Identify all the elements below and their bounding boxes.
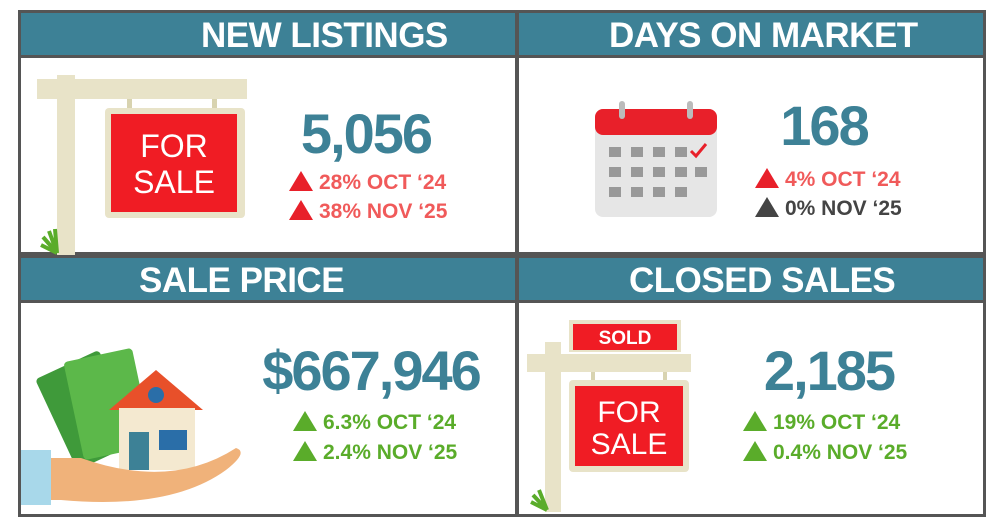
days-on-market-panel: DAYS ON MARKET 168 4% OCT ‘24 0% NOV ‘25 [516, 10, 986, 255]
panel-title: DAYS ON MARKET [519, 13, 983, 58]
change-nov: 0.4% NOV ‘25 [743, 438, 907, 468]
up-arrow-icon [755, 197, 779, 217]
svg-text:FOR: FOR [597, 396, 660, 429]
change-nov: 0% NOV ‘25 [755, 194, 902, 224]
change-text: 6.3% OCT ‘24 [323, 411, 457, 434]
change-text: 0.4% NOV ‘25 [773, 441, 908, 464]
panel-title: CLOSED SALES [519, 258, 983, 303]
change-oct: 6.3% OCT ‘24 [293, 408, 456, 438]
sale-price-panel: SALE PRICE $667,946 6.3% OCT ‘24 2.4% NO… [18, 255, 518, 517]
metric-value: $667,946 [262, 339, 482, 402]
change-text: 19% OCT ‘24 [773, 411, 901, 434]
up-arrow-icon [293, 411, 317, 431]
new-listings-panel: NEW LISTINGS FOR SALE 5,056 28% OCT ‘24 … [18, 10, 518, 255]
change-nov: 2.4% NOV ‘25 [293, 438, 457, 468]
up-arrow-icon [289, 171, 313, 191]
up-arrow-icon [755, 168, 779, 188]
svg-text:SOLD: SOLD [599, 328, 652, 349]
change-text: 2.4% NOV ‘25 [323, 441, 458, 464]
change-text: 4% OCT ‘24 [785, 168, 901, 191]
change-text: 28% OCT ‘24 [319, 171, 447, 194]
svg-text:FOR: FOR [140, 128, 208, 164]
svg-text:SALE: SALE [591, 428, 668, 461]
house-in-hand-money-icon [21, 348, 241, 505]
closed-sales-panel: CLOSED SALES SOLD FOR SALE 2,185 19% OCT… [516, 255, 986, 517]
up-arrow-icon [293, 441, 317, 461]
metric-value: 2,185 [763, 339, 896, 402]
panel-title: NEW LISTINGS [21, 13, 515, 58]
for-sale-sign-icon: FOR SALE [37, 75, 247, 255]
change-oct: 19% OCT ‘24 [743, 408, 900, 438]
panel-title: SALE PRICE [21, 258, 515, 303]
up-arrow-icon [289, 200, 313, 220]
metric-value: 5,056 [300, 102, 433, 165]
up-arrow-icon [743, 411, 767, 431]
svg-text:SALE: SALE [133, 164, 215, 200]
change-nov: 38% NOV ‘25 [289, 197, 447, 227]
calendar-icon [595, 101, 717, 217]
change-text: 38% NOV ‘25 [319, 200, 448, 223]
metric-value: 168 [780, 94, 869, 157]
change-text: 0% NOV ‘25 [785, 197, 902, 220]
sold-sign-icon: SOLD FOR SALE [527, 320, 691, 512]
change-oct: 4% OCT ‘24 [755, 165, 901, 195]
change-oct: 28% OCT ‘24 [289, 168, 446, 198]
up-arrow-icon [743, 441, 767, 461]
